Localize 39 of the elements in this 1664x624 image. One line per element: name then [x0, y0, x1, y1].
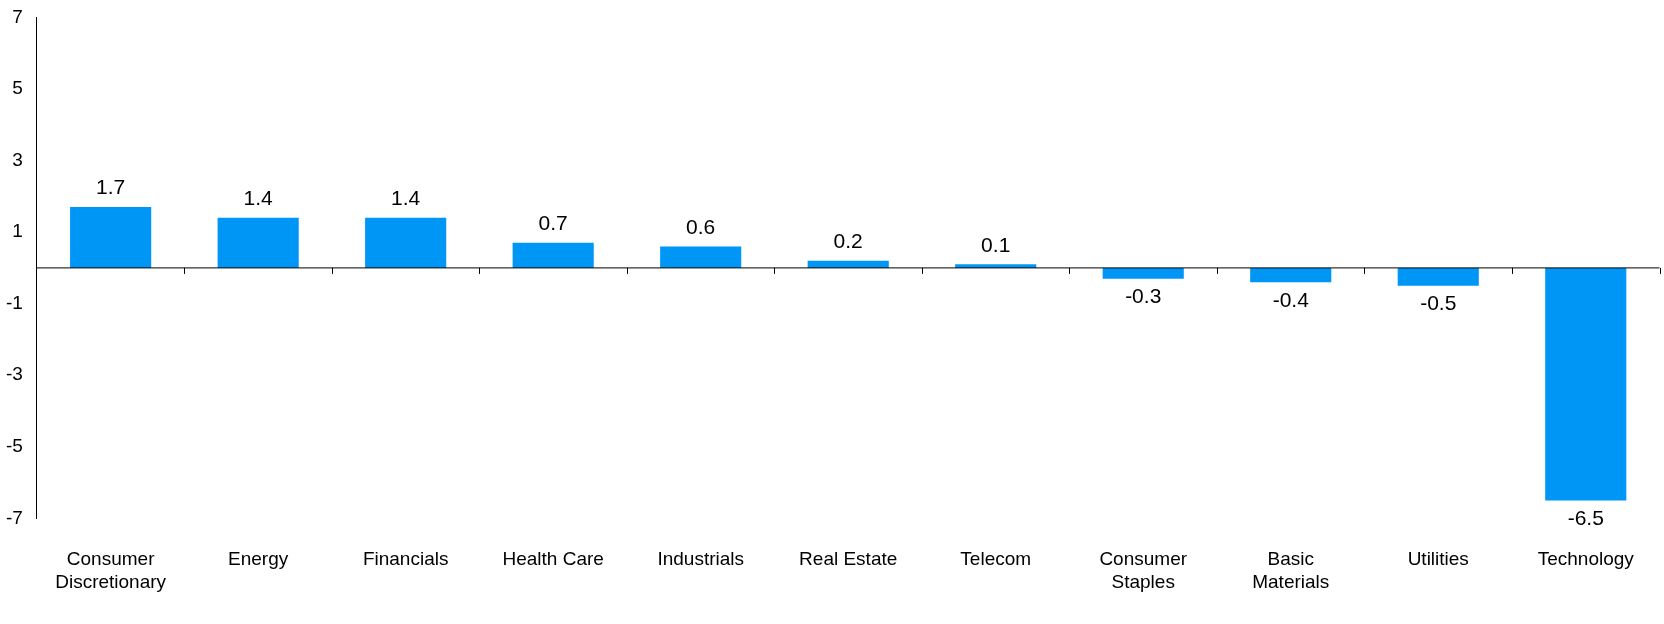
x-tick-label: Consumer Discretionary — [55, 548, 167, 592]
y-tick-label: 1 — [12, 220, 23, 242]
bar — [660, 246, 742, 268]
data-label: 1.4 — [391, 186, 421, 210]
y-tick-label: 3 — [12, 148, 23, 170]
data-label: 1.4 — [243, 186, 274, 210]
bar — [217, 217, 299, 268]
x-tick-label: Health Care — [502, 548, 604, 570]
x-tick-label: Financials — [362, 548, 449, 570]
data-label: -0.3 — [1125, 283, 1162, 307]
bar — [1397, 267, 1479, 286]
x-tick-label: Basic Materials — [1252, 548, 1330, 592]
x-tick-label: Industrials — [657, 548, 744, 570]
data-label: 0.2 — [833, 229, 863, 253]
data-label: 0.7 — [538, 211, 568, 235]
bar — [365, 217, 447, 268]
x-tick-label: Real Estate — [799, 548, 898, 570]
x-tick-label: Utilities — [1407, 548, 1469, 570]
bar — [1250, 267, 1332, 283]
bar — [1545, 267, 1627, 501]
y-tick-label: -5 — [5, 435, 23, 457]
y-tick-label: -1 — [5, 291, 23, 313]
data-label: 0.6 — [686, 214, 716, 238]
bar — [512, 242, 594, 268]
y-tick-label: 7 — [12, 5, 23, 27]
y-tick-label: -7 — [5, 506, 23, 528]
data-label: 1.7 — [96, 175, 126, 199]
bar — [1102, 267, 1184, 279]
x-tick-label: Technology — [1537, 548, 1635, 570]
data-label: -0.4 — [1272, 287, 1310, 311]
x-tick-label: Energy — [228, 548, 289, 570]
data-label: -0.5 — [1420, 291, 1457, 315]
data-label: 0.1 — [981, 232, 1011, 256]
y-tick-label: 5 — [12, 77, 23, 99]
x-tick-label: Telecom — [960, 548, 1032, 570]
y-tick-label: -3 — [5, 363, 23, 385]
bar — [70, 207, 152, 268]
data-label: -6.5 — [1567, 505, 1604, 529]
x-tick-label: Consumer Staples — [1099, 548, 1188, 592]
